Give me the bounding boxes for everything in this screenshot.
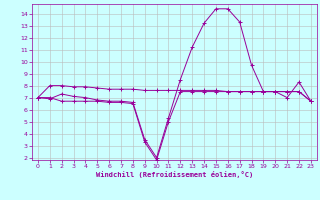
- X-axis label: Windchill (Refroidissement éolien,°C): Windchill (Refroidissement éolien,°C): [96, 171, 253, 178]
